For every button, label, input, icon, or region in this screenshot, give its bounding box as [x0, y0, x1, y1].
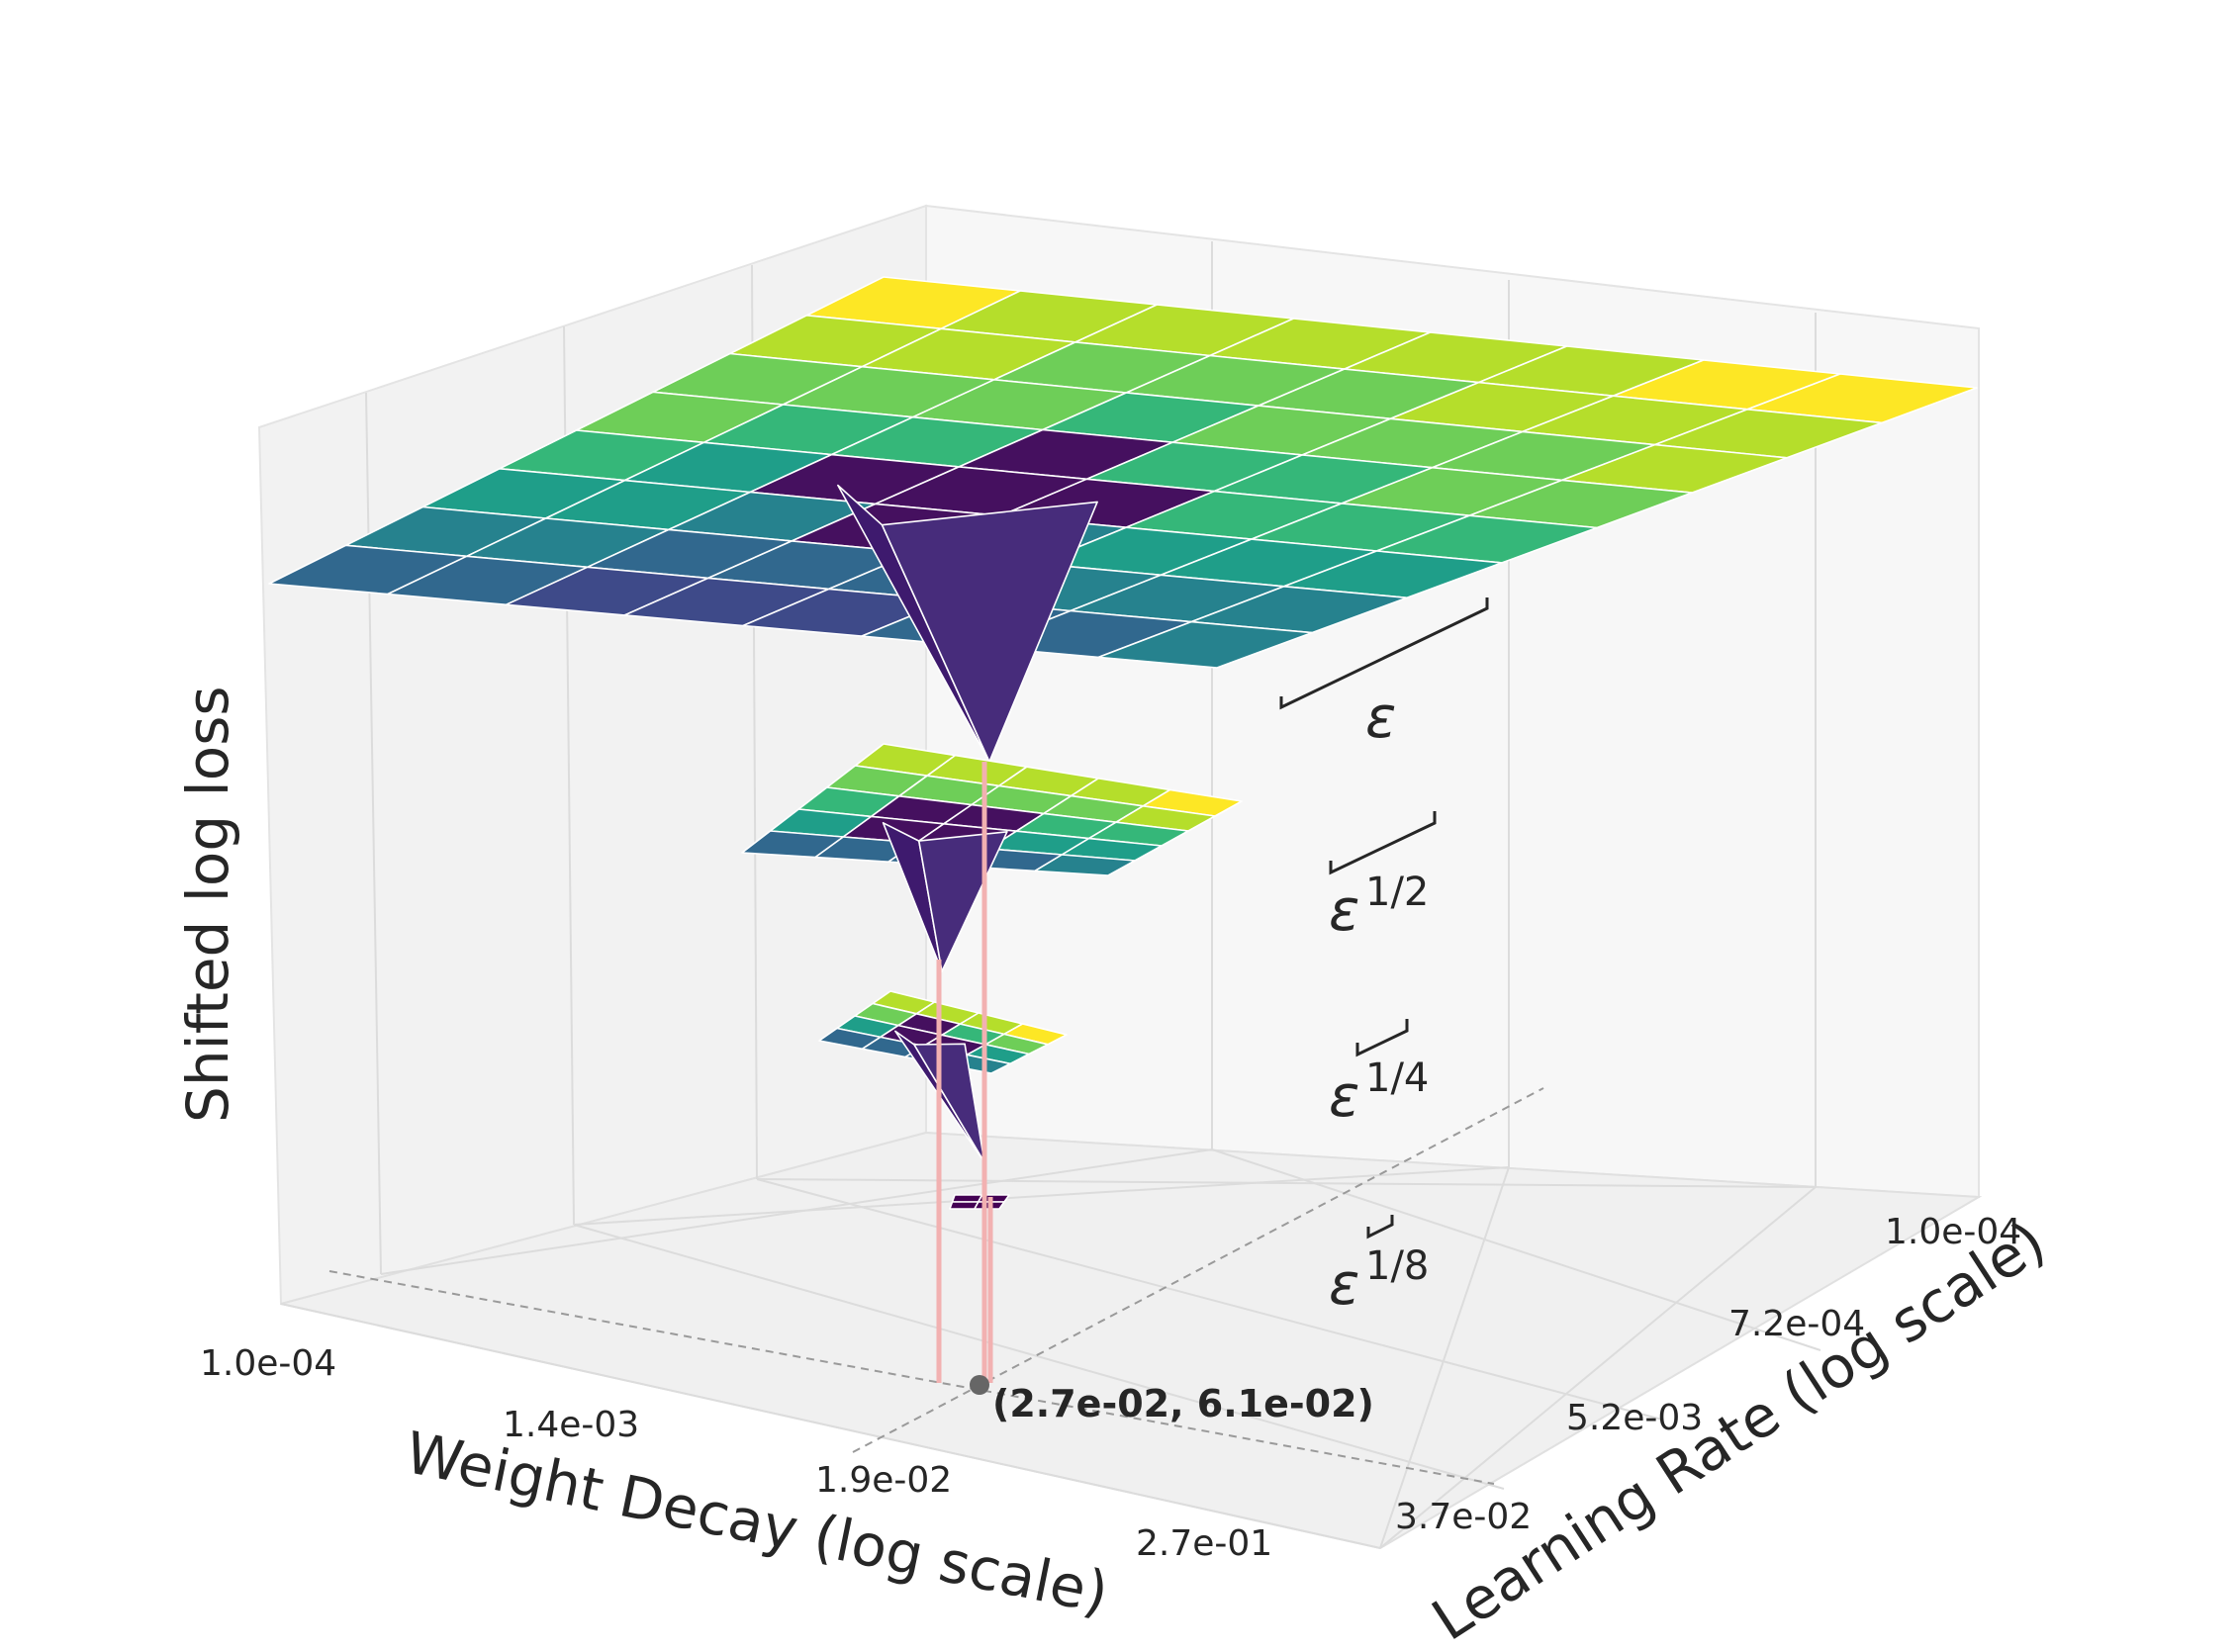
gridline: [1379, 1186, 1817, 1549]
x-tick-label: 2.7e-01: [1136, 1523, 1272, 1564]
gridline: [756, 1178, 1817, 1188]
y-tick-label: 7.2e-04: [1728, 1304, 1865, 1344]
gridline: [280, 1303, 1381, 1549]
gridline: [573, 1224, 1505, 1490]
drop-lines: [936, 762, 993, 1383]
x-tick-label: 1.4e-03: [503, 1405, 639, 1445]
bracket-3: [1355, 1019, 1409, 1057]
eps-exponent: 1/4: [1365, 1055, 1429, 1101]
z-axis-label: Shifted log loss: [174, 686, 241, 1123]
eps-base: ε: [1329, 1062, 1359, 1130]
surface-eps-half-patch: [1034, 854, 1136, 876]
guide-x: [328, 1270, 1495, 1485]
surface-eps-well-right: [881, 501, 1098, 763]
bracket-2: [1329, 811, 1437, 875]
eps-base: ε: [1329, 1250, 1359, 1318]
eps-exponent: 1/2: [1365, 870, 1429, 915]
y-tick-labels: 1.0e-04 7.2e-04 5.2e-03 3.7e-02: [1395, 1212, 2021, 1537]
gridline: [756, 1178, 1663, 1421]
y-tick-label: 1.0e-04: [1885, 1212, 2021, 1252]
optimum-marker: [970, 1375, 989, 1395]
x-tick-label: 1.0e-04: [200, 1343, 336, 1384]
guide-y: [852, 1087, 1544, 1453]
surface-label-3: ε 1/4: [1329, 1055, 1429, 1130]
gridline: [1379, 1166, 1510, 1549]
surfaces: [268, 276, 1978, 1210]
x-tick-label: 1.9e-02: [815, 1460, 952, 1501]
surface-eps-eighth-patch: [949, 1201, 980, 1210]
eps-base: ε: [1365, 684, 1396, 751]
optimum-guides: [328, 1087, 1544, 1485]
gridlines: [280, 241, 1821, 1549]
surface-eps-eighth-patch: [951, 1194, 983, 1203]
optimum-label: (2.7e-02, 6.1e-02): [992, 1382, 1374, 1425]
bracket-1: [1279, 597, 1489, 710]
x-tick-labels: 1.0e-04 1.4e-03 1.9e-02 2.7e-01: [200, 1343, 1272, 1564]
surface-label-4: ε 1/8: [1329, 1243, 1429, 1318]
gridline: [573, 1166, 1510, 1226]
surface-label-2: ε 1/2: [1329, 870, 1429, 944]
y-tick-label: 5.2e-03: [1566, 1398, 1703, 1438]
eps-exponent: 1/8: [1365, 1243, 1429, 1289]
eps-base: ε: [1329, 876, 1359, 944]
surface-eps-patch: [1097, 620, 1313, 669]
scale-brackets: [1279, 597, 1489, 1239]
gridline: [1211, 1148, 1821, 1351]
surface-label-1: ε: [1365, 684, 1396, 751]
bracket-4: [1366, 1215, 1394, 1239]
y-tick-label: 3.7e-02: [1395, 1497, 1532, 1537]
